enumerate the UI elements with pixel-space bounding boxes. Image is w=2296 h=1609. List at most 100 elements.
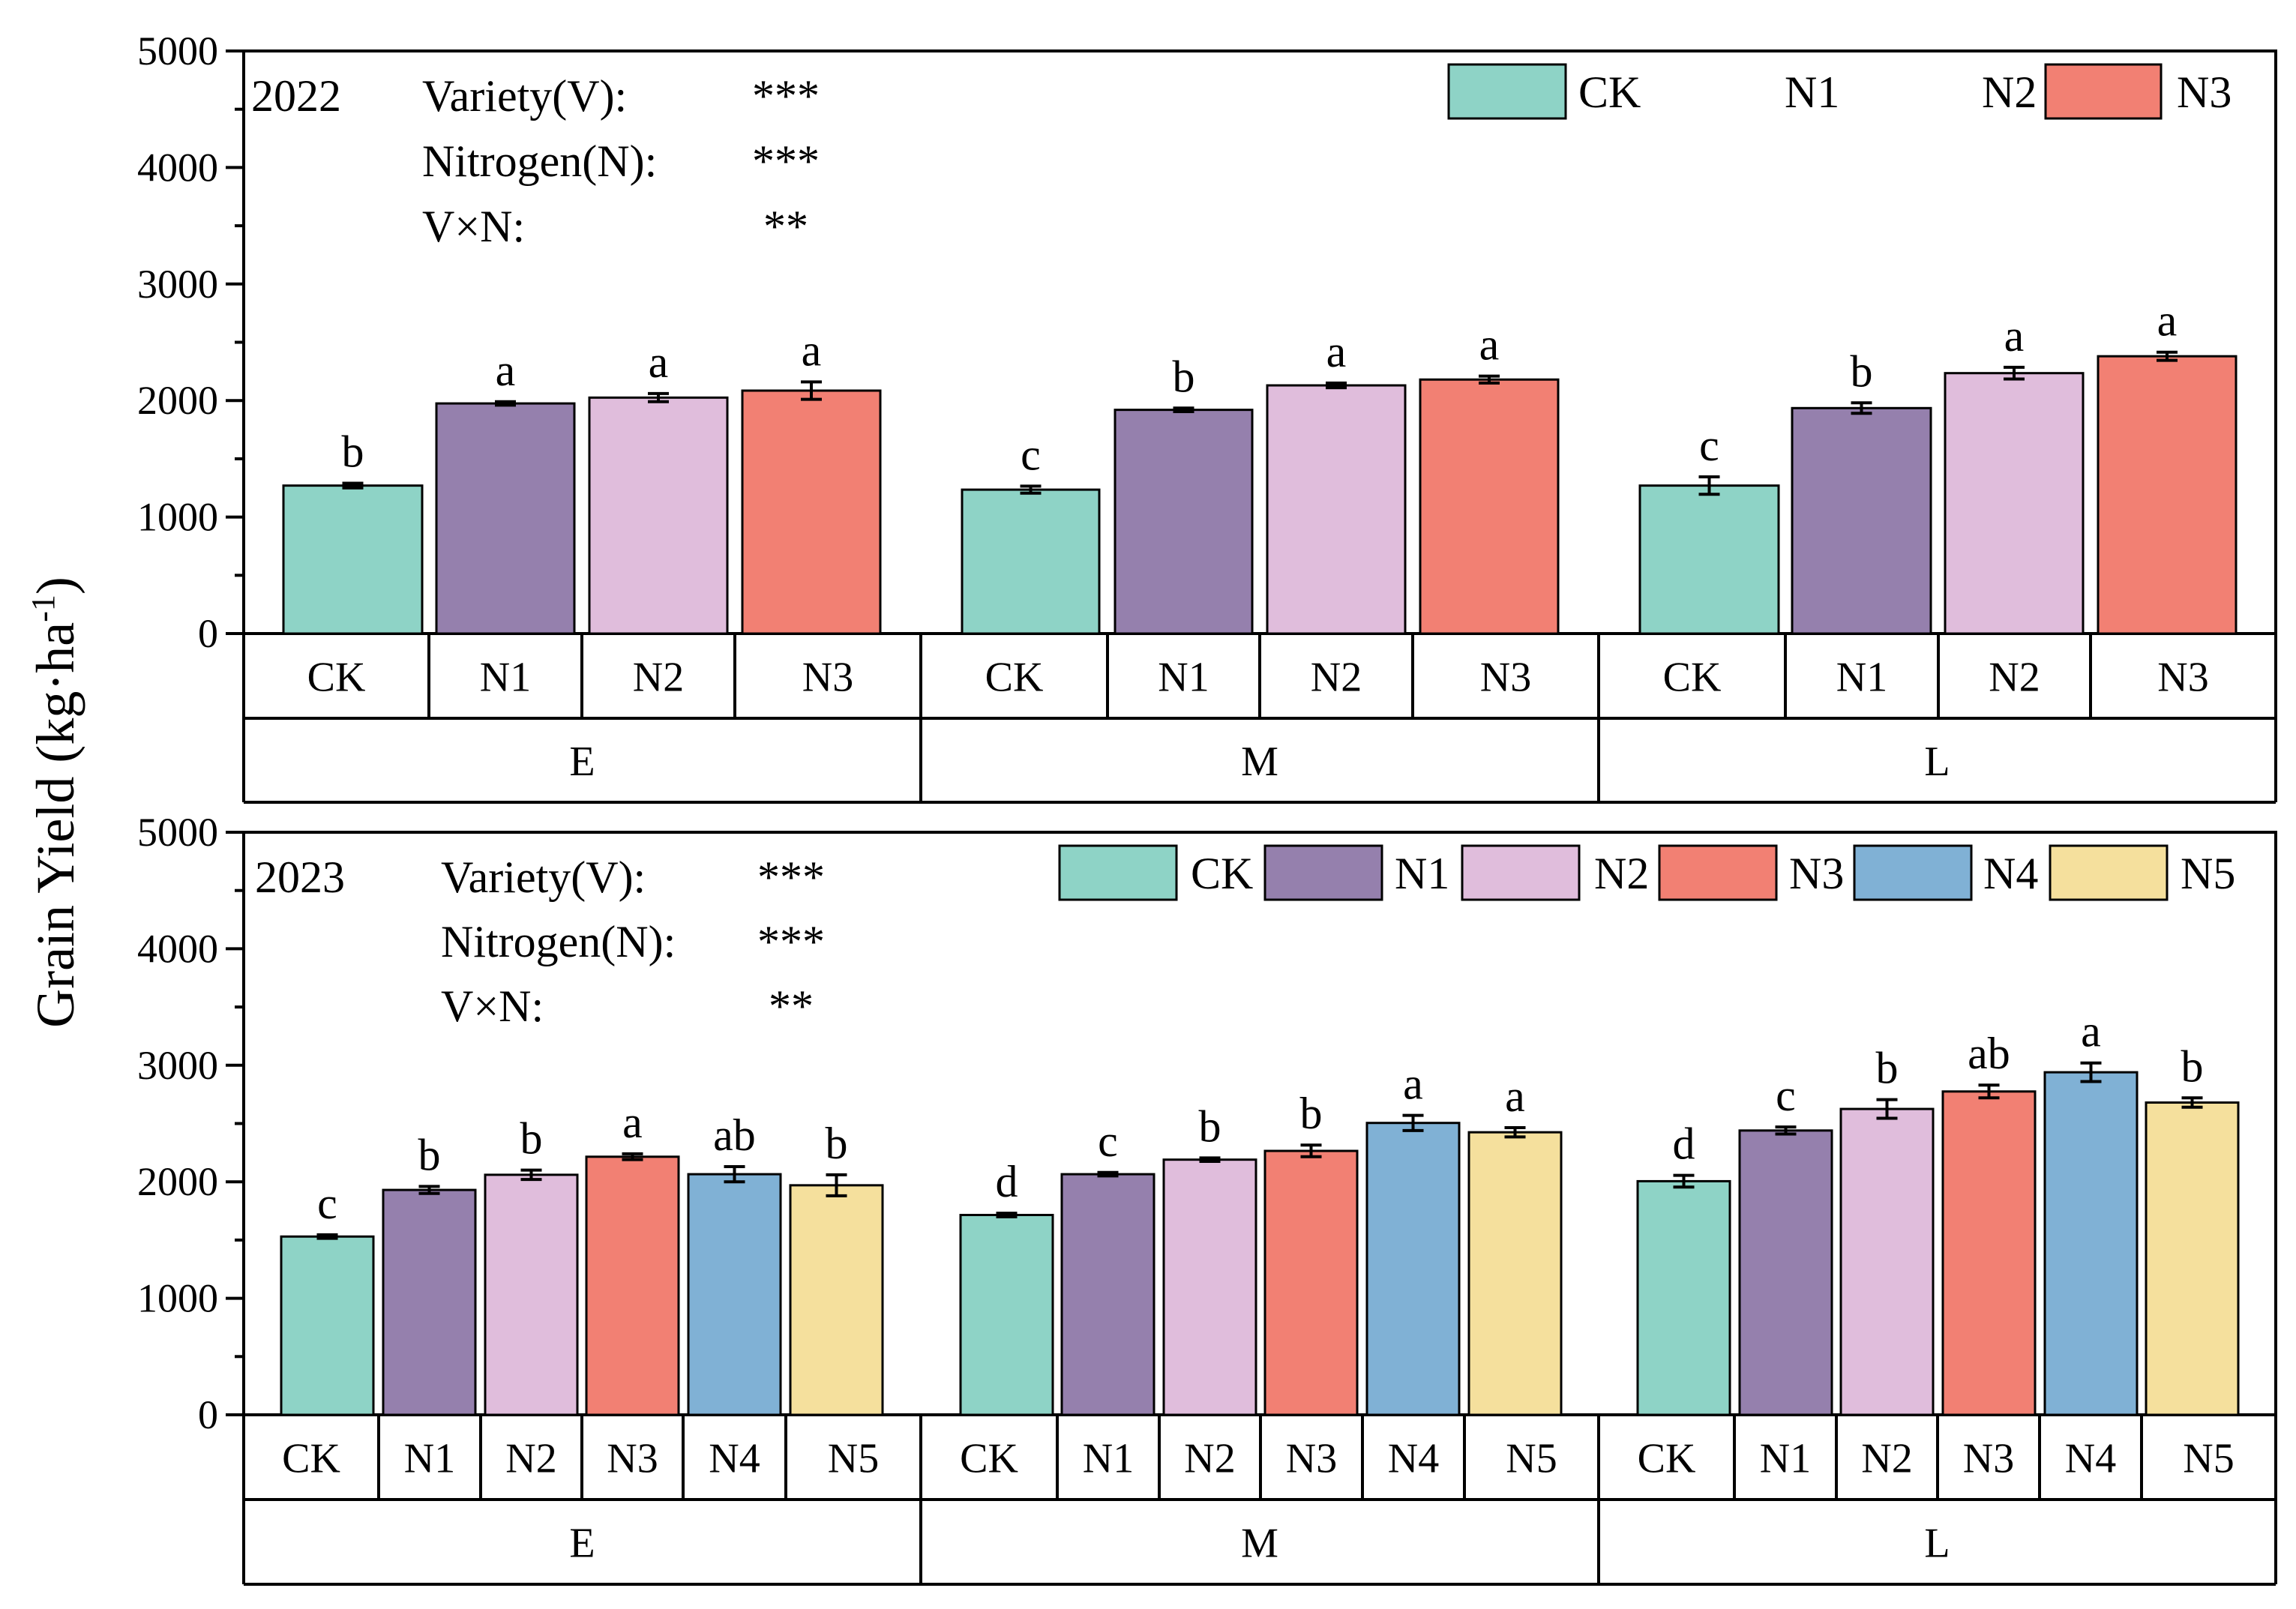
- category-label-L-CK: CK: [1663, 655, 1722, 701]
- anova-label: Variety(V):: [441, 852, 646, 902]
- sig-letter-E-N3: a: [802, 325, 822, 375]
- error-bar-M-N5: [1504, 1125, 1526, 1139]
- anova-label: V×N:: [441, 981, 544, 1031]
- bar-L-N2: [1839, 1107, 1935, 1416]
- sig-letter-M-N2: a: [1326, 327, 1347, 376]
- y-tick-label: 4000: [137, 926, 218, 971]
- anova-significance: ***: [752, 71, 820, 121]
- legend-label-N5: N5: [2181, 849, 2235, 898]
- category-label-E-N3: N3: [802, 655, 853, 701]
- category-label-M-CK: CK: [960, 1436, 1018, 1482]
- bar-E-N4: [687, 1173, 782, 1416]
- anova-label: Variety(V):: [422, 71, 627, 121]
- bar-M-N1: [1060, 1173, 1155, 1416]
- legend-label-N2: N2: [1594, 849, 1649, 898]
- sig-letter-M-CK: c: [1021, 430, 1041, 479]
- y-tick-label: 0: [198, 1392, 218, 1437]
- category-label-L-N2: N2: [1861, 1436, 1912, 1482]
- error-bar-L-N3: [1978, 1083, 2000, 1100]
- bar-L-CK: [1638, 484, 1780, 635]
- anova-significance: **: [769, 981, 814, 1031]
- category-label-E-N1: N1: [404, 1436, 455, 1482]
- error-bar-M-N2: [1199, 1156, 1221, 1164]
- sig-letter-L-CK: c: [1699, 421, 1719, 470]
- legend-swatch-N3: [2044, 63, 2163, 120]
- error-bar-L-CK: [1698, 475, 1720, 496]
- panel-2022: 0 1000 2000 3000 4000 5000 Eb CK a N1 a N2 a N3 Mc CK b N…: [137, 28, 2277, 804]
- bar-M-N4: [1365, 1122, 1461, 1416]
- bar-E-N2: [588, 396, 729, 635]
- error-bar-E-N3: [622, 1152, 643, 1161]
- bar-M-CK: [961, 488, 1101, 635]
- category-label-M-N4: N4: [1388, 1436, 1439, 1482]
- category-label-E-N1: N1: [480, 655, 531, 701]
- sig-letter-L-N3: ab: [1968, 1029, 2010, 1078]
- category-label-M-N3: N3: [1286, 1436, 1337, 1482]
- category-label-M-N1: N1: [1158, 655, 1209, 701]
- bar-L-N4: [2043, 1071, 2139, 1416]
- bar-L-N2: [1944, 372, 2085, 635]
- error-bar-L-CK: [1673, 1173, 1695, 1189]
- category-label-L-N3: N3: [2157, 655, 2208, 701]
- sig-letter-M-N3: b: [1300, 1089, 1323, 1138]
- error-bar-E-N1: [495, 400, 516, 407]
- category-label-E-N3: N3: [607, 1436, 658, 1482]
- error-bar-M-CK: [1020, 484, 1042, 495]
- error-bar-E-CK: [342, 481, 364, 490]
- category-label-E-CK: CK: [307, 655, 366, 701]
- bar-E-N1: [382, 1188, 477, 1416]
- category-label-E-CK: CK: [282, 1436, 340, 1482]
- category-label-M-CK: CK: [985, 655, 1044, 701]
- sig-letter-L-N5: b: [2181, 1041, 2204, 1091]
- sig-letter-L-N2: b: [1876, 1044, 1899, 1093]
- anova-label: Nitrogen(N):: [422, 136, 657, 186]
- y-tick-label: 4000: [137, 145, 218, 190]
- bar-M-N1: [1114, 409, 1254, 635]
- error-bar-L-N1: [1775, 1125, 1797, 1136]
- sig-letter-E-CK: c: [317, 1179, 337, 1228]
- anova-significance: ***: [757, 852, 825, 902]
- bar-M-N5: [1467, 1131, 1563, 1416]
- error-bar-L-N2: [2004, 365, 2025, 381]
- bar-E-N3: [585, 1155, 680, 1416]
- legend-swatch-N1: [1263, 844, 1383, 901]
- sig-letter-E-N4: ab: [713, 1110, 756, 1160]
- category-label-E-N2: N2: [633, 655, 684, 701]
- y-tick-label: 5000: [137, 810, 218, 855]
- sig-letter-M-N1: b: [1173, 352, 1195, 401]
- anova-significance: **: [763, 202, 808, 251]
- error-bar-L-N5: [2181, 1096, 2203, 1109]
- error-bar-M-N3: [1300, 1143, 1322, 1158]
- sig-letter-M-N2: b: [1199, 1101, 1221, 1151]
- bar-M-N3: [1419, 378, 1560, 635]
- category-label-E-N5: N5: [828, 1436, 879, 1482]
- bar-L-N3: [2097, 355, 2238, 635]
- group-label-E: E: [569, 1521, 595, 1567]
- group-label-L: L: [1924, 1521, 1950, 1567]
- sig-letter-E-N1: b: [418, 1130, 441, 1179]
- sig-letter-M-N1: c: [1098, 1116, 1118, 1166]
- error-bar-M-CK: [996, 1212, 1018, 1218]
- y-axis-label: Grain Yield (kg·ha-1): [25, 577, 85, 1028]
- sig-letter-E-N1: a: [496, 346, 516, 395]
- category-label-L-N1: N1: [1760, 1436, 1811, 1482]
- sig-letter-L-N2: a: [2004, 311, 2025, 361]
- legend-label-N2: N2: [1982, 67, 2037, 117]
- year-label: 2022: [251, 71, 341, 121]
- legend-swatch-N5: [2049, 844, 2169, 901]
- bar-M-N2: [1266, 384, 1407, 635]
- legend-label-N1: N1: [1395, 849, 1449, 898]
- legend-label-N3: N3: [1789, 849, 1844, 898]
- category-label-E-N2: N2: [505, 1436, 556, 1482]
- error-bar-L-N4: [2080, 1061, 2102, 1083]
- anova-significance: ***: [752, 136, 820, 186]
- error-bar-E-N4: [724, 1164, 745, 1184]
- bar-L-N1: [1791, 406, 1932, 635]
- anova-label: Nitrogen(N):: [441, 917, 676, 966]
- legend-swatch-N2: [1461, 844, 1581, 901]
- y-tick-label: 0: [198, 611, 218, 656]
- y-tick-label: 2000: [137, 1159, 218, 1204]
- error-bar-E-N3: [801, 380, 822, 401]
- sig-letter-L-N1: b: [1851, 346, 1873, 396]
- legend-label-N3: N3: [2177, 67, 2232, 117]
